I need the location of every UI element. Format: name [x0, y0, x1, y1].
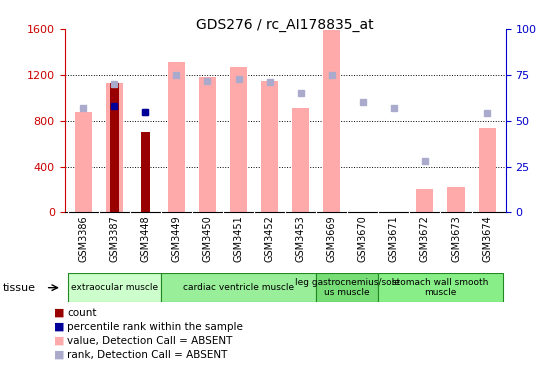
Text: GSM3387: GSM3387 — [109, 215, 119, 262]
Text: GSM3674: GSM3674 — [482, 215, 492, 262]
Text: GSM3452: GSM3452 — [265, 215, 274, 262]
Bar — [161, 273, 316, 302]
Text: GSM3450: GSM3450 — [202, 215, 213, 262]
Bar — [378, 273, 502, 302]
Text: value, Detection Call = ABSENT: value, Detection Call = ABSENT — [67, 336, 232, 346]
Text: GSM3453: GSM3453 — [296, 215, 306, 262]
Text: count: count — [67, 308, 97, 318]
Text: extraocular muscle: extraocular muscle — [70, 283, 158, 292]
Text: stomach wall smooth
muscle: stomach wall smooth muscle — [392, 278, 489, 298]
Text: GDS276 / rc_AI178835_at: GDS276 / rc_AI178835_at — [196, 18, 374, 32]
Text: tissue: tissue — [3, 283, 36, 293]
Text: cardiac ventricle muscle: cardiac ventricle muscle — [183, 283, 294, 292]
Text: GSM3448: GSM3448 — [140, 215, 150, 262]
Text: GSM3670: GSM3670 — [358, 215, 368, 262]
Text: rank, Detection Call = ABSENT: rank, Detection Call = ABSENT — [67, 350, 228, 360]
Bar — [106, 83, 123, 212]
Bar — [110, 83, 118, 212]
Text: percentile rank within the sample: percentile rank within the sample — [67, 322, 243, 332]
Bar — [230, 67, 247, 212]
Bar — [68, 273, 161, 302]
Text: GSM3449: GSM3449 — [172, 215, 181, 262]
Bar — [75, 112, 92, 212]
Bar — [292, 108, 309, 212]
Text: GSM3672: GSM3672 — [420, 215, 430, 262]
Text: ■: ■ — [54, 350, 65, 360]
Text: ■: ■ — [54, 322, 65, 332]
Text: ■: ■ — [54, 308, 65, 318]
Text: leg gastrocnemius/sole
us muscle: leg gastrocnemius/sole us muscle — [295, 278, 400, 298]
Bar — [416, 190, 434, 212]
Text: GSM3451: GSM3451 — [233, 215, 244, 262]
Bar — [199, 77, 216, 212]
Bar — [168, 63, 185, 212]
Bar — [478, 128, 495, 212]
Text: GSM3671: GSM3671 — [389, 215, 399, 262]
Bar — [448, 187, 464, 212]
Text: GSM3673: GSM3673 — [451, 215, 461, 262]
Text: GSM3669: GSM3669 — [327, 215, 337, 262]
Bar — [316, 273, 378, 302]
Text: ■: ■ — [54, 336, 65, 346]
Bar — [141, 132, 150, 212]
Text: GSM3386: GSM3386 — [78, 215, 88, 262]
Bar — [261, 81, 278, 212]
Bar — [323, 30, 341, 212]
